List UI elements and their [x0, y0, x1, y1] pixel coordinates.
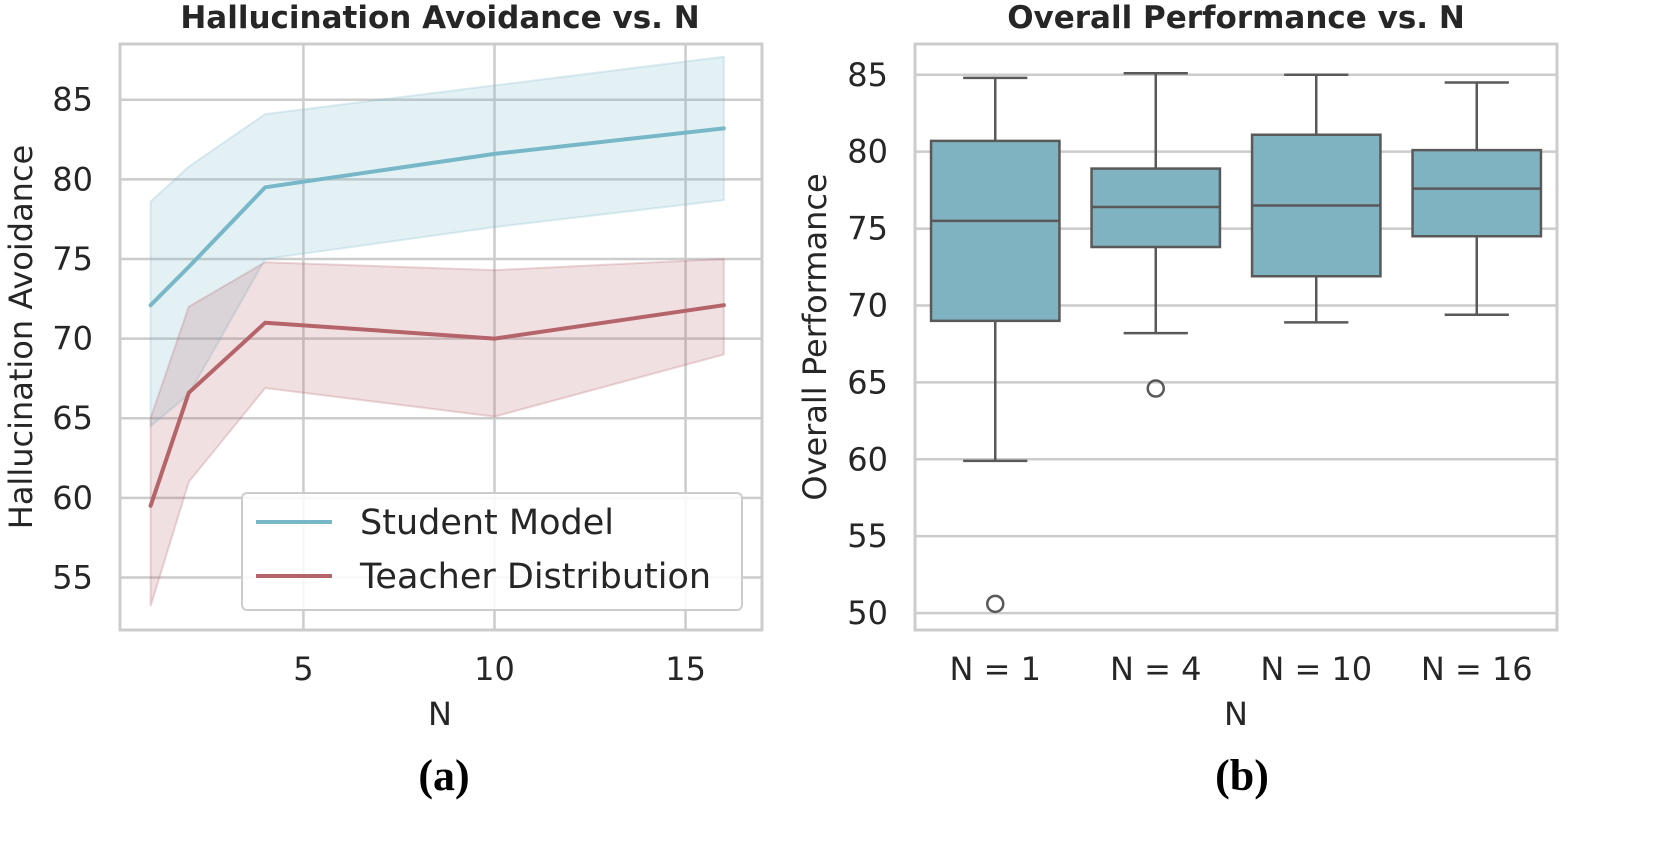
- chart-b-y-tick: 80: [847, 133, 888, 171]
- box-iqr: [1411, 148, 1543, 238]
- chart-a-y-tick: 85: [52, 81, 93, 119]
- chart-a-y-tick: 75: [52, 240, 93, 278]
- chart-a-y-tick: 65: [52, 399, 93, 437]
- chart-a-x-tick: 15: [665, 650, 706, 688]
- chart-b-y-tick: 85: [847, 56, 888, 94]
- chart-a-lines: [148, 126, 726, 508]
- chart-a-line-teacher: [148, 303, 726, 508]
- box-iqr: [929, 139, 1061, 323]
- chart-a-band-teacher: [149, 257, 725, 607]
- chart-b-y-tick: 70: [847, 286, 888, 324]
- chart-b-y-tick: 50: [847, 594, 888, 632]
- box-outlier: [1146, 379, 1165, 398]
- chart-b-y-tick: 75: [847, 210, 888, 248]
- chart-b-x-tick: N = 16: [1421, 650, 1533, 688]
- chart-a-line-student: [148, 126, 726, 308]
- chart-a-title: Hallucination Avoidance vs. N: [180, 0, 699, 36]
- panel-b-caption: (b): [1215, 751, 1269, 800]
- chart-b-y-tick-labels: 50 55 60 65 70 75 80 85: [847, 56, 888, 632]
- chart-b-y-tick: 55: [847, 517, 888, 555]
- chart-b-x-tick: N = 1: [950, 650, 1041, 688]
- chart-b-gridlines: [915, 73, 1557, 615]
- panel-a: Hallucination Avoidance vs. N 55 60 65 70 75…: [2, 0, 764, 800]
- chart-b-box-group: [1090, 71, 1222, 398]
- chart-b-box-group: [1250, 73, 1382, 324]
- chart-a-y-tick: 55: [52, 558, 93, 596]
- chart-a-x-tick: 5: [293, 650, 313, 688]
- legend-student-label: Student Model: [360, 503, 614, 543]
- chart-b-x-tick: N = 10: [1260, 650, 1372, 688]
- chart-b-x-axis-label: N: [1224, 695, 1248, 733]
- chart-a-y-tick: 70: [52, 320, 93, 358]
- panel-a-caption: (a): [418, 751, 469, 800]
- chart-a-legend: Student Model Teacher Distribution: [241, 492, 743, 611]
- chart-a-y-axis-label: Hallucination Avoidance: [2, 145, 40, 529]
- chart-b-y-tick: 65: [847, 363, 888, 401]
- chart-a-y-tick: 60: [52, 479, 93, 517]
- box-outlier: [986, 594, 1005, 614]
- chart-a-x-tick: 10: [474, 650, 515, 688]
- legend-teacher-label: Teacher Distribution: [359, 557, 711, 597]
- panel-b: Overall Performance vs. N 50 55 60 65 70 75 80…: [796, 0, 1559, 800]
- chart-b-y-tick: 60: [847, 440, 888, 478]
- chart-b-x-tick: N = 4: [1110, 650, 1201, 688]
- legend-box: [241, 492, 743, 611]
- chart-a-x-tick-labels: 5 10 15: [293, 650, 706, 688]
- chart-a-y-tick-labels: 55 60 65 70 75 80 85: [52, 81, 93, 597]
- chart-b-x-tick-labels: N = 1 N = 4 N = 10 N = 16: [950, 650, 1533, 688]
- chart-a-frame: [118, 42, 764, 632]
- chart-a-band-student: [149, 55, 725, 429]
- chart-b-title: Overall Performance vs. N: [1007, 0, 1465, 36]
- chart-b-box-group: [929, 76, 1061, 614]
- chart-b-y-axis-label: Overall Performance: [796, 173, 834, 500]
- chart-b-frame: [913, 42, 1559, 632]
- chart-b-box-group: [1411, 81, 1543, 316]
- chart-a-y-tick: 80: [52, 160, 93, 198]
- chart-b-boxes: [929, 71, 1543, 614]
- chart-a-x-axis-label: N: [428, 695, 452, 733]
- chart-a-confidence-bands: [149, 55, 725, 607]
